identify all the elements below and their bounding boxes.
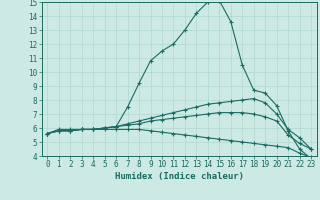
X-axis label: Humidex (Indice chaleur): Humidex (Indice chaleur) [115, 172, 244, 181]
